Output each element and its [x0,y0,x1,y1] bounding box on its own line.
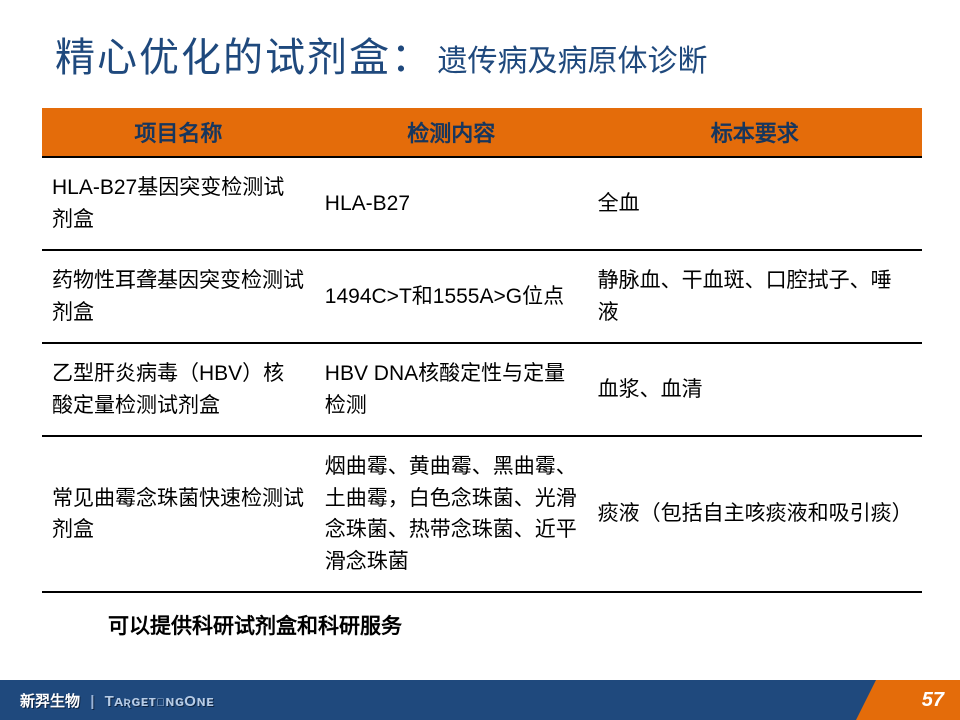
title-main: 精心优化的试剂盒： [55,36,433,80]
kit-table: 项目名称 检测内容 标本要求 HLA-B27基因突变检测试剂盒 HLA-B27 … [42,108,922,593]
cell: HBV DNA核酸定性与定量检测 [315,343,588,436]
brand-en: TᴀʀɢᴇᴛɪɴɢOɴᴇ [105,693,215,710]
table-row: 常见曲霉念珠菌快速检测试剂盒 烟曲霉、黄曲霉、黑曲霉、土曲霉，白色念珠菌、光滑念… [42,436,922,592]
slide-title: 精心优化的试剂盒： 遗传病及病原体诊断 [55,25,905,83]
table-header-row: 项目名称 检测内容 标本要求 [42,108,922,157]
cell: 静脉血、干血斑、口腔拭子、唾液 [588,250,922,343]
col-header: 项目名称 [42,108,315,157]
table-row: 乙型肝炎病毒（HBV）核酸定量检测试剂盒 HBV DNA核酸定性与定量检测 血浆… [42,343,922,436]
page-number-tab: 57 [876,680,960,720]
brand-sep: | [90,693,94,710]
cell: 药物性耳聋基因突变检测试剂盒 [42,250,315,343]
cell: 常见曲霉念珠菌快速检测试剂盒 [42,436,315,592]
cell: 1494C>T和1555A>G位点 [315,250,588,343]
footer-bar: 新羿生物 | TᴀʀɢᴇᴛɪɴɢOɴᴇ 57 [0,680,960,720]
cell: 乙型肝炎病毒（HBV）核酸定量检测试剂盒 [42,343,315,436]
table-row: 药物性耳聋基因突变检测试剂盒 1494C>T和1555A>G位点 静脉血、干血斑… [42,250,922,343]
cell: 痰液（包括自主咳痰液和吸引痰） [588,436,922,592]
col-header: 标本要求 [588,108,922,157]
page-number: 57 [922,689,944,712]
cell: HLA-B27基因突变检测试剂盒 [42,157,315,250]
title-sub: 遗传病及病原体诊断 [437,45,707,78]
brand: 新羿生物 | TᴀʀɢᴇᴛɪɴɢOɴᴇ [20,690,214,711]
cell: 全血 [588,157,922,250]
cell: HLA-B27 [315,157,588,250]
note-text: 可以提供科研试剂盒和科研服务 [108,610,402,640]
cell: 血浆、血清 [588,343,922,436]
table-row: HLA-B27基因突变检测试剂盒 HLA-B27 全血 [42,157,922,250]
cell: 烟曲霉、黄曲霉、黑曲霉、土曲霉，白色念珠菌、光滑念珠菌、热带念珠菌、近平滑念珠菌 [315,436,588,592]
col-header: 检测内容 [315,108,588,157]
brand-cn: 新羿生物 [20,693,80,710]
